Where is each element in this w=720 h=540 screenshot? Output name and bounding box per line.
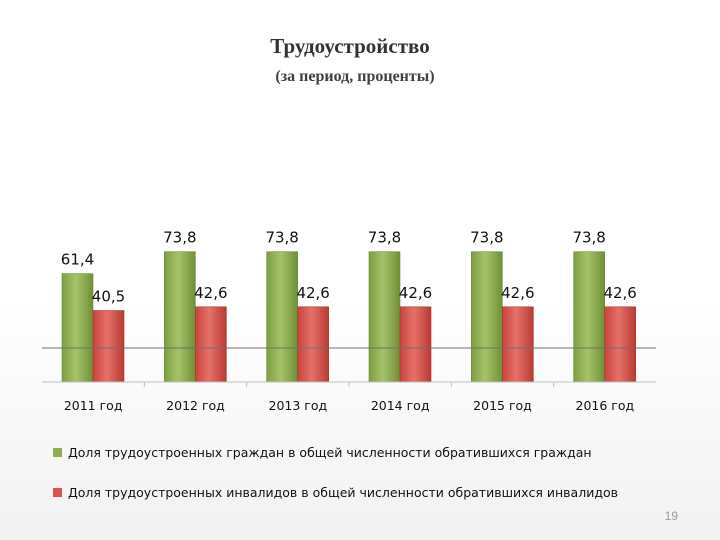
- data-label-citizens-5: 73,8: [572, 229, 605, 247]
- bar-citizens-0: [61, 273, 94, 383]
- data-label-citizens-1: 73,8: [163, 229, 196, 247]
- chart-title: Трудоустройство: [270, 34, 430, 58]
- legend-item-disabled: Доля трудоустроенных инвалидов в общей ч…: [53, 485, 618, 500]
- legend-label-citizens: Доля трудоустроенных граждан в общей чис…: [68, 445, 592, 460]
- x-tick-label-2: 2013 год: [269, 398, 328, 413]
- page-number: 19: [664, 509, 678, 523]
- legend-swatch-red: [53, 488, 62, 497]
- legend-item-citizens: Доля трудоустроенных граждан в общей чис…: [53, 445, 592, 460]
- legend-label-disabled: Доля трудоустроенных инвалидов в общей ч…: [68, 485, 618, 500]
- bar-citizens-5: [573, 251, 605, 383]
- bar-disabled-5: [604, 306, 636, 383]
- x-tick-label-5: 2016 год: [576, 398, 635, 413]
- data-label-disabled-0: 40,5: [92, 288, 125, 306]
- x-tick-label-3: 2014 год: [371, 398, 430, 413]
- data-label-citizens-4: 73,8: [470, 229, 503, 247]
- data-label-disabled-1: 42,6: [194, 284, 227, 302]
- chart-subtitle: (за период, проценты): [275, 68, 435, 85]
- legend-swatch-green: [53, 448, 62, 457]
- bar-citizens-1: [164, 251, 196, 383]
- data-label-disabled-3: 42,6: [399, 284, 432, 302]
- bar-disabled-3: [399, 306, 432, 383]
- data-label-disabled-4: 42,6: [501, 284, 534, 302]
- bar-disabled-1: [195, 306, 227, 383]
- bar-citizens-2: [266, 251, 298, 383]
- x-tick-label-0: 2011 год: [64, 398, 123, 413]
- data-label-disabled-5: 42,6: [603, 284, 636, 302]
- data-label-citizens-0: 61,4: [61, 251, 94, 269]
- x-tick-label-4: 2015 год: [473, 398, 532, 413]
- bar-citizens-3: [368, 251, 401, 383]
- bar-citizens-4: [471, 251, 503, 383]
- data-label-citizens-2: 73,8: [265, 229, 298, 247]
- bar-disabled-4: [502, 306, 534, 383]
- bar-disabled-0: [92, 310, 125, 383]
- x-tick-label-1: 2012 год: [166, 398, 225, 413]
- data-label-disabled-2: 42,6: [296, 284, 329, 302]
- data-label-citizens-3: 73,8: [368, 229, 401, 247]
- bar-disabled-2: [297, 306, 329, 383]
